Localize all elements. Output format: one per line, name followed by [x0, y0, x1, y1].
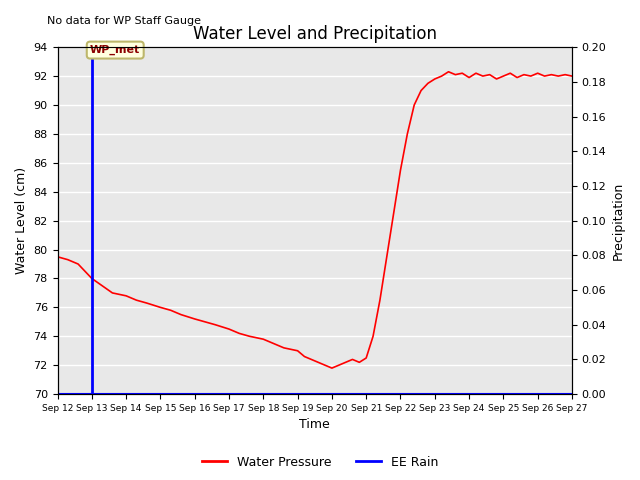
- Text: No data for WP Staff Gauge: No data for WP Staff Gauge: [47, 16, 201, 26]
- Y-axis label: Precipitation: Precipitation: [612, 181, 625, 260]
- Title: Water Level and Precipitation: Water Level and Precipitation: [193, 25, 436, 43]
- X-axis label: Time: Time: [300, 419, 330, 432]
- Y-axis label: Water Level (cm): Water Level (cm): [15, 167, 28, 274]
- Text: WP_met: WP_met: [90, 45, 140, 55]
- Legend: Water Pressure, EE Rain: Water Pressure, EE Rain: [196, 451, 444, 474]
